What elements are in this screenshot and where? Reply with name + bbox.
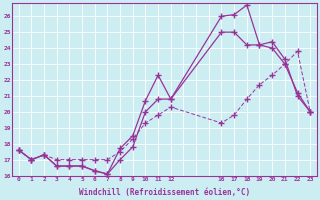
- X-axis label: Windchill (Refroidissement éolien,°C): Windchill (Refroidissement éolien,°C): [79, 188, 250, 197]
